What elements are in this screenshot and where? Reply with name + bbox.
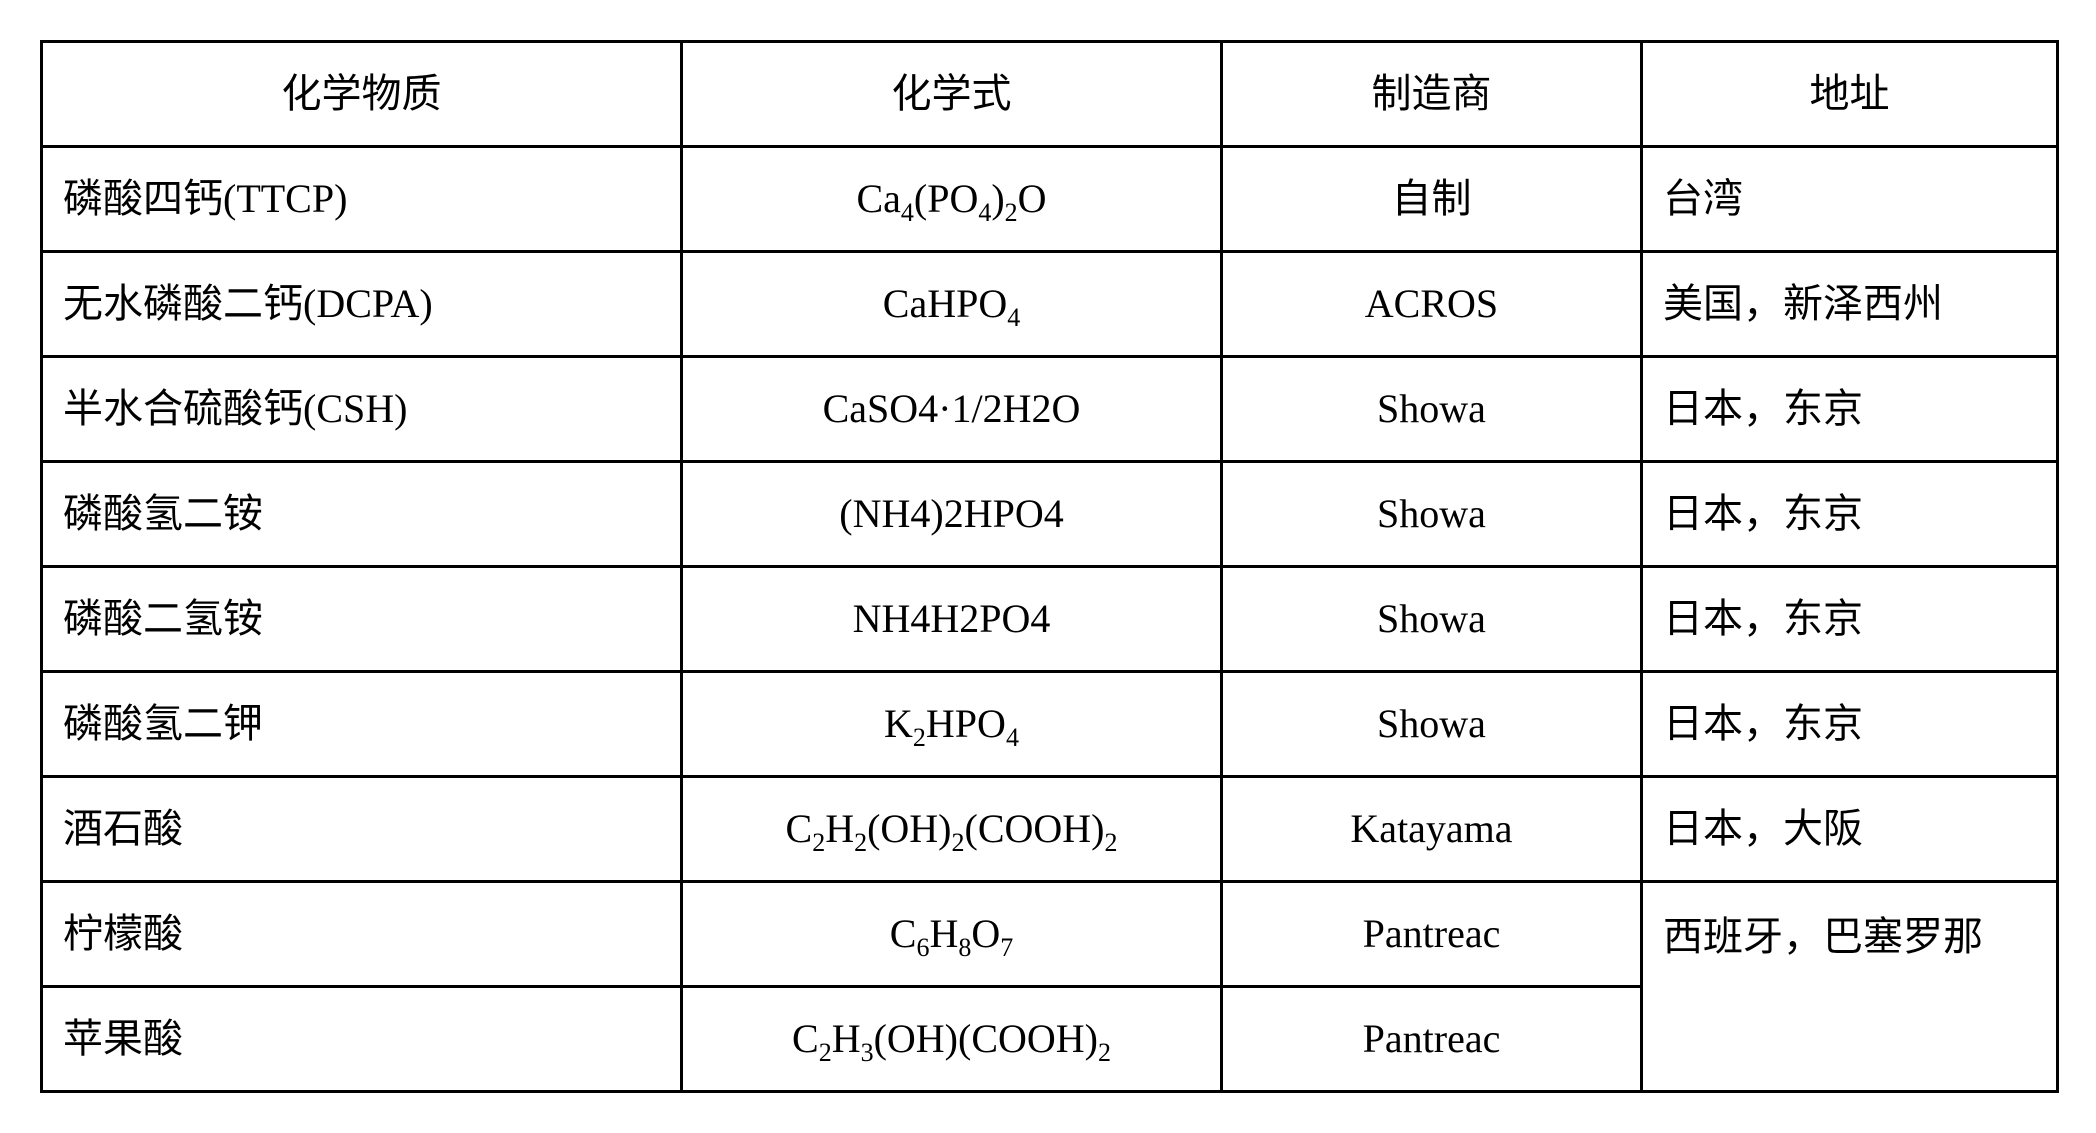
cell-name: 酒石酸 bbox=[42, 777, 682, 882]
table-row: 柠檬酸C6H8O7Pantreac西班牙，巴塞罗那 bbox=[42, 882, 2058, 987]
cell-formula: C6H8O7 bbox=[682, 882, 1222, 987]
cell-name: 无水磷酸二钙(DCPA) bbox=[42, 252, 682, 357]
table-row: 磷酸四钙(TTCP)Ca4(PO4)2O自制台湾 bbox=[42, 147, 2058, 252]
cell-address: 美国，新泽西州 bbox=[1642, 252, 2058, 357]
cell-address: 日本，东京 bbox=[1642, 462, 2058, 567]
cell-address: 西班牙，巴塞罗那 bbox=[1642, 882, 2058, 1092]
cell-manufacturer: Pantreac bbox=[1222, 882, 1642, 987]
cell-address: 日本，东京 bbox=[1642, 357, 2058, 462]
cell-manufacturer: ACROS bbox=[1222, 252, 1642, 357]
cell-name: 苹果酸 bbox=[42, 987, 682, 1092]
cell-formula: Ca4(PO4)2O bbox=[682, 147, 1222, 252]
cell-name: 磷酸四钙(TTCP) bbox=[42, 147, 682, 252]
cell-name: 磷酸氢二铵 bbox=[42, 462, 682, 567]
cell-address: 日本，东京 bbox=[1642, 672, 2058, 777]
cell-address: 台湾 bbox=[1642, 147, 2058, 252]
cell-name: 磷酸二氢铵 bbox=[42, 567, 682, 672]
cell-manufacturer: Showa bbox=[1222, 672, 1642, 777]
cell-formula: C2H3(OH)(COOH)2 bbox=[682, 987, 1222, 1092]
cell-manufacturer: Showa bbox=[1222, 357, 1642, 462]
table-row: 无水磷酸二钙(DCPA)CaHPO4ACROS美国，新泽西州 bbox=[42, 252, 2058, 357]
table-row: 磷酸氢二铵(NH4)2HPO4Showa日本，东京 bbox=[42, 462, 2058, 567]
cell-formula: (NH4)2HPO4 bbox=[682, 462, 1222, 567]
cell-formula: CaHPO4 bbox=[682, 252, 1222, 357]
chemicals-table: 化学物质 化学式 制造商 地址 磷酸四钙(TTCP)Ca4(PO4)2O自制台湾… bbox=[40, 40, 2059, 1093]
cell-formula: C2H2(OH)2(COOH)2 bbox=[682, 777, 1222, 882]
table-body: 磷酸四钙(TTCP)Ca4(PO4)2O自制台湾无水磷酸二钙(DCPA)CaHP… bbox=[42, 147, 2058, 1092]
cell-address: 日本，大阪 bbox=[1642, 777, 2058, 882]
cell-manufacturer: Showa bbox=[1222, 462, 1642, 567]
cell-manufacturer: Katayama bbox=[1222, 777, 1642, 882]
col-header-formula: 化学式 bbox=[682, 42, 1222, 147]
cell-manufacturer: Showa bbox=[1222, 567, 1642, 672]
cell-formula: CaSO4·1/2H2O bbox=[682, 357, 1222, 462]
table-header-row: 化学物质 化学式 制造商 地址 bbox=[42, 42, 2058, 147]
cell-address: 日本，东京 bbox=[1642, 567, 2058, 672]
col-header-address: 地址 bbox=[1642, 42, 2058, 147]
cell-name: 磷酸氢二钾 bbox=[42, 672, 682, 777]
col-header-manufacturer: 制造商 bbox=[1222, 42, 1642, 147]
cell-formula: K2HPO4 bbox=[682, 672, 1222, 777]
cell-name: 柠檬酸 bbox=[42, 882, 682, 987]
table-row: 酒石酸C2H2(OH)2(COOH)2Katayama日本，大阪 bbox=[42, 777, 2058, 882]
table-row: 磷酸二氢铵NH4H2PO4Showa日本，东京 bbox=[42, 567, 2058, 672]
cell-manufacturer: 自制 bbox=[1222, 147, 1642, 252]
table-row: 半水合硫酸钙(CSH)CaSO4·1/2H2OShowa日本，东京 bbox=[42, 357, 2058, 462]
col-header-name: 化学物质 bbox=[42, 42, 682, 147]
cell-manufacturer: Pantreac bbox=[1222, 987, 1642, 1092]
table-row: 磷酸氢二钾K2HPO4Showa日本，东京 bbox=[42, 672, 2058, 777]
cell-formula: NH4H2PO4 bbox=[682, 567, 1222, 672]
cell-name: 半水合硫酸钙(CSH) bbox=[42, 357, 682, 462]
